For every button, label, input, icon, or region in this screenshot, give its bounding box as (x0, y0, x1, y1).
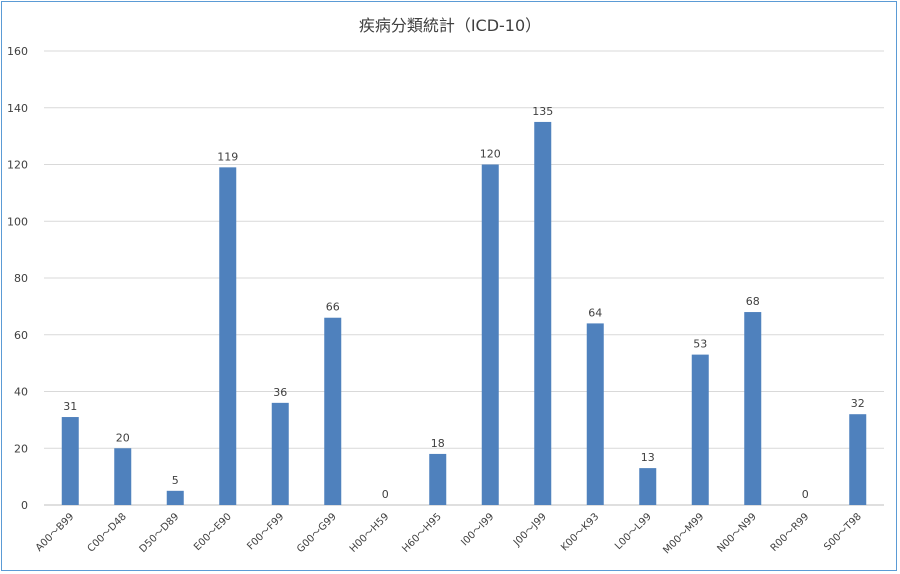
bar (849, 414, 867, 505)
y-tick-label: 40 (14, 386, 28, 399)
bar (534, 121, 552, 505)
data-label: 53 (693, 338, 707, 351)
x-tick-label: N00～N99 (715, 511, 758, 554)
bar (481, 164, 499, 505)
x-tick-label: L00～L99 (613, 511, 654, 552)
data-label: 68 (746, 295, 760, 308)
bar (691, 354, 709, 505)
bar (61, 417, 79, 505)
data-label: 36 (273, 386, 287, 399)
bar (429, 453, 447, 505)
bar (324, 317, 342, 505)
data-label: 66 (326, 301, 340, 314)
x-tick-label: C00～D48 (86, 511, 129, 554)
bar (114, 448, 132, 505)
data-label: 31 (63, 400, 77, 413)
data-label: 119 (217, 150, 238, 163)
data-label: 13 (641, 451, 655, 464)
data-label: 135 (532, 105, 553, 118)
y-tick-label: 160 (7, 45, 28, 58)
bar (639, 468, 657, 505)
data-label: 20 (116, 431, 130, 444)
data-label: 120 (480, 148, 501, 161)
chart-title: 疾病分類統計（ICD-10） (358, 16, 542, 35)
y-tick-label: 60 (14, 329, 28, 342)
x-tick-label: K00～K93 (559, 511, 601, 553)
bar (744, 312, 762, 505)
y-tick-label: 120 (7, 159, 28, 172)
data-label: 5 (172, 474, 179, 487)
x-tick-label: E00～E90 (192, 511, 234, 553)
bar (586, 323, 604, 505)
data-label: 0 (382, 488, 389, 501)
data-label: 32 (851, 397, 865, 410)
x-tick-label: M00～M99 (661, 511, 706, 556)
x-tick-label: F00～F99 (245, 511, 286, 552)
y-tick-label: 140 (7, 102, 28, 115)
y-tick-label: 80 (14, 272, 28, 285)
bar (219, 167, 237, 505)
x-tick-label: H60～H95 (400, 511, 443, 554)
x-tick-label: I00～I99 (459, 511, 496, 548)
x-tick-label: H00～H59 (348, 511, 391, 554)
x-tick-label: D50～D89 (138, 511, 182, 555)
y-tick-label: 100 (7, 215, 28, 228)
x-tick-label: A00～B99 (34, 511, 77, 554)
x-tick-label: R00～R99 (769, 511, 812, 554)
data-label: 0 (802, 488, 809, 501)
x-tick-label: J00～J99 (511, 511, 549, 549)
data-label: 64 (588, 306, 602, 319)
x-tick-label: S00～T98 (822, 511, 864, 553)
data-label: 18 (431, 437, 445, 450)
x-tick-label: G00～G99 (295, 511, 339, 555)
y-tick-label: 20 (14, 442, 28, 455)
bar (166, 490, 184, 505)
bar (271, 402, 289, 505)
y-tick-label: 0 (21, 499, 28, 512)
